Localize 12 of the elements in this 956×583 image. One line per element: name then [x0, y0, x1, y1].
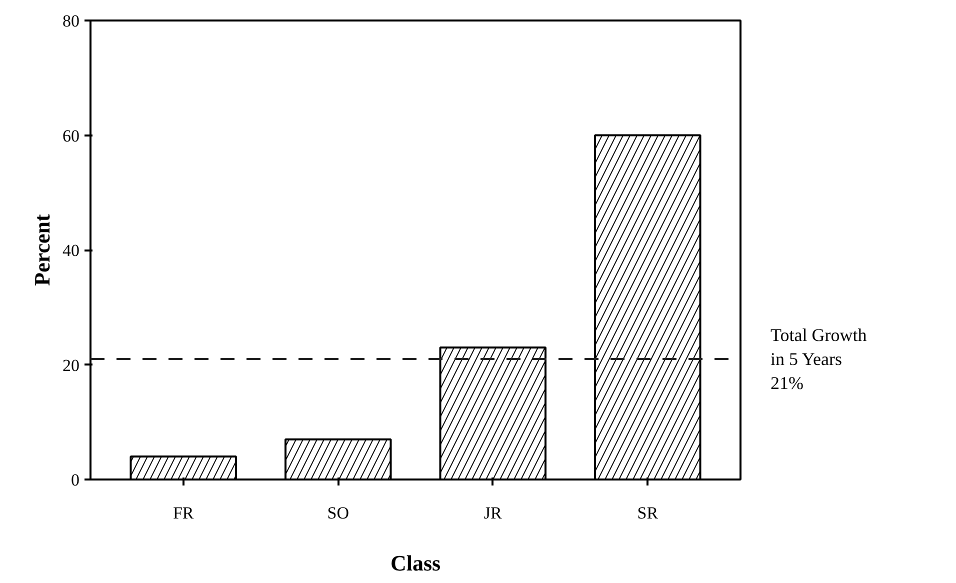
y-tick-label: 40: [62, 241, 80, 260]
y-tick-label: 80: [62, 12, 80, 30]
x-axis-title: Class: [390, 550, 441, 576]
y-axis-title: Percent: [30, 213, 54, 286]
x-tick-label: SO: [327, 504, 349, 522]
ref-line-label: Total Growth in 5 Years 21%: [770, 325, 867, 394]
y-tick-label: 0: [71, 470, 80, 490]
x-tick-label: SR: [637, 504, 659, 522]
y-tick-label: 60: [62, 126, 80, 146]
x-tick-label: FR: [172, 504, 194, 522]
y-tick-label: 20: [62, 356, 80, 375]
x-tick-label: JR: [484, 504, 503, 522]
